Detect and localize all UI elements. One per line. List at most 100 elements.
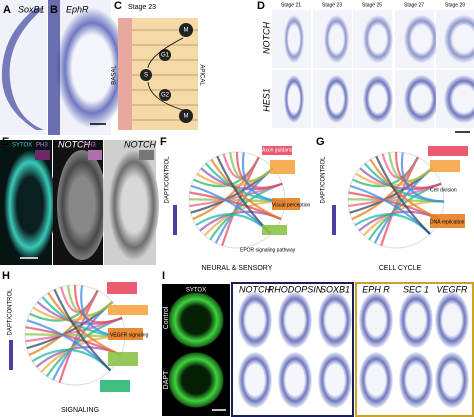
basal-layer <box>118 18 132 130</box>
column-label: RHODOPSIN <box>268 284 323 294</box>
inset <box>35 150 50 160</box>
row-label: NOTCH <box>261 22 271 54</box>
stain-label: NOTCH <box>124 139 156 149</box>
caption: CELL CYCLE <box>379 265 422 272</box>
panel-e: E SYTOX PH3 NOTCH PH3 NOTCH <box>0 136 159 265</box>
term-box <box>108 305 148 315</box>
tissue <box>399 292 433 348</box>
panel-g: G DAPT/CONTROL CELL CYCLE Cell division DNA … <box>316 136 468 272</box>
term: VEGFR signaling <box>110 332 149 338</box>
inset <box>88 150 102 160</box>
column-label: SYTOX <box>186 288 206 294</box>
axis-label: DAPT/CONTROL <box>321 156 327 204</box>
term-box <box>430 160 460 172</box>
colorbar <box>9 340 13 370</box>
panel-letter: H <box>2 270 10 282</box>
panel-letter: C <box>114 0 122 12</box>
term: Visual perception <box>272 202 310 208</box>
term: EPOR signaling pathway <box>240 247 296 253</box>
tissue <box>318 292 352 348</box>
apical-label: APICAL <box>198 64 204 86</box>
term-box <box>262 146 292 155</box>
term: DNA replication <box>430 219 465 225</box>
tissue <box>48 0 60 135</box>
nucleus <box>159 89 171 101</box>
tissue <box>284 75 304 123</box>
row-label: HES1 <box>261 88 271 112</box>
panel-f: F DAPT/CONTROL NEURAL & SENSORY Axon guidan… <box>160 136 310 272</box>
panel-letter: B <box>50 4 58 16</box>
panel-a: A SoxB1 <box>0 0 47 135</box>
tissue <box>56 8 128 128</box>
tissue <box>324 15 349 63</box>
tissue <box>168 352 224 408</box>
tissue <box>57 150 107 260</box>
stage-label: Stage 21 <box>281 2 301 8</box>
tissue <box>399 352 433 408</box>
row-label: DAPT <box>163 370 170 389</box>
tissue <box>1 8 44 130</box>
colorbar <box>332 205 336 235</box>
cycle-arrow <box>147 37 184 111</box>
stage-label: Stage 25 <box>362 2 382 8</box>
panel-letter: F <box>160 136 167 148</box>
column-label: VEGFR <box>436 284 468 294</box>
panel-letter: D <box>257 0 265 12</box>
tissue <box>318 352 352 408</box>
term-box <box>430 214 465 228</box>
tissue <box>278 352 312 408</box>
tissue <box>404 75 439 123</box>
tissue <box>4 150 56 260</box>
phase: M <box>184 28 189 34</box>
term-box <box>100 380 130 392</box>
stain-label: PH3 <box>84 143 96 149</box>
term: Axon guidance <box>262 147 295 153</box>
gene-label: SoxB1 <box>18 4 45 14</box>
tissue <box>404 15 439 63</box>
term: Cell division <box>430 187 457 193</box>
panel-c: C Stage 23 BASAL APICAL M G1 S G2 M <box>112 0 204 130</box>
phase: S <box>144 73 148 79</box>
caption: SIGNALING <box>61 407 99 414</box>
panel-letter: A <box>3 4 11 16</box>
tissue <box>444 15 474 63</box>
tissue <box>238 352 272 408</box>
term-box <box>270 160 295 174</box>
chord <box>400 152 445 203</box>
stain-label: NOTCH <box>58 139 90 149</box>
stain-label: PH3 <box>36 143 48 149</box>
tissue <box>435 352 469 408</box>
column-label: EPH R <box>362 284 390 294</box>
tissue <box>238 292 272 348</box>
term-box <box>107 282 137 294</box>
nucleus <box>179 109 193 123</box>
tissue <box>359 292 393 348</box>
stage-label: Stage 29 <box>445 2 465 8</box>
chord <box>53 288 112 372</box>
phase: M <box>184 114 189 120</box>
caption: NEURAL & SENSORY <box>202 265 273 272</box>
row-label: Control <box>163 306 170 329</box>
term-box <box>272 198 300 210</box>
gene-label: EphR <box>66 4 89 14</box>
stain-label: SYTOX <box>12 143 32 149</box>
tissue <box>444 75 474 123</box>
phase: G1 <box>161 53 170 59</box>
chord <box>47 292 122 356</box>
panel-d: D NOTCH HES1 Stage 21 Stage 23 Stage 25 Sta… <box>257 0 474 133</box>
axis-label: DAPT/CONTROL <box>165 156 171 204</box>
term-box <box>108 352 138 366</box>
chord <box>375 155 431 235</box>
panel-letter: I <box>162 270 165 282</box>
tissue <box>435 292 469 348</box>
panel-b: B EphR <box>48 0 128 135</box>
term-box <box>108 328 143 340</box>
chord <box>210 158 282 221</box>
term-box <box>262 225 287 235</box>
nucleus <box>179 23 193 37</box>
nucleus <box>159 49 171 61</box>
tissue <box>363 15 393 63</box>
column-label: NOTCH <box>239 284 271 294</box>
